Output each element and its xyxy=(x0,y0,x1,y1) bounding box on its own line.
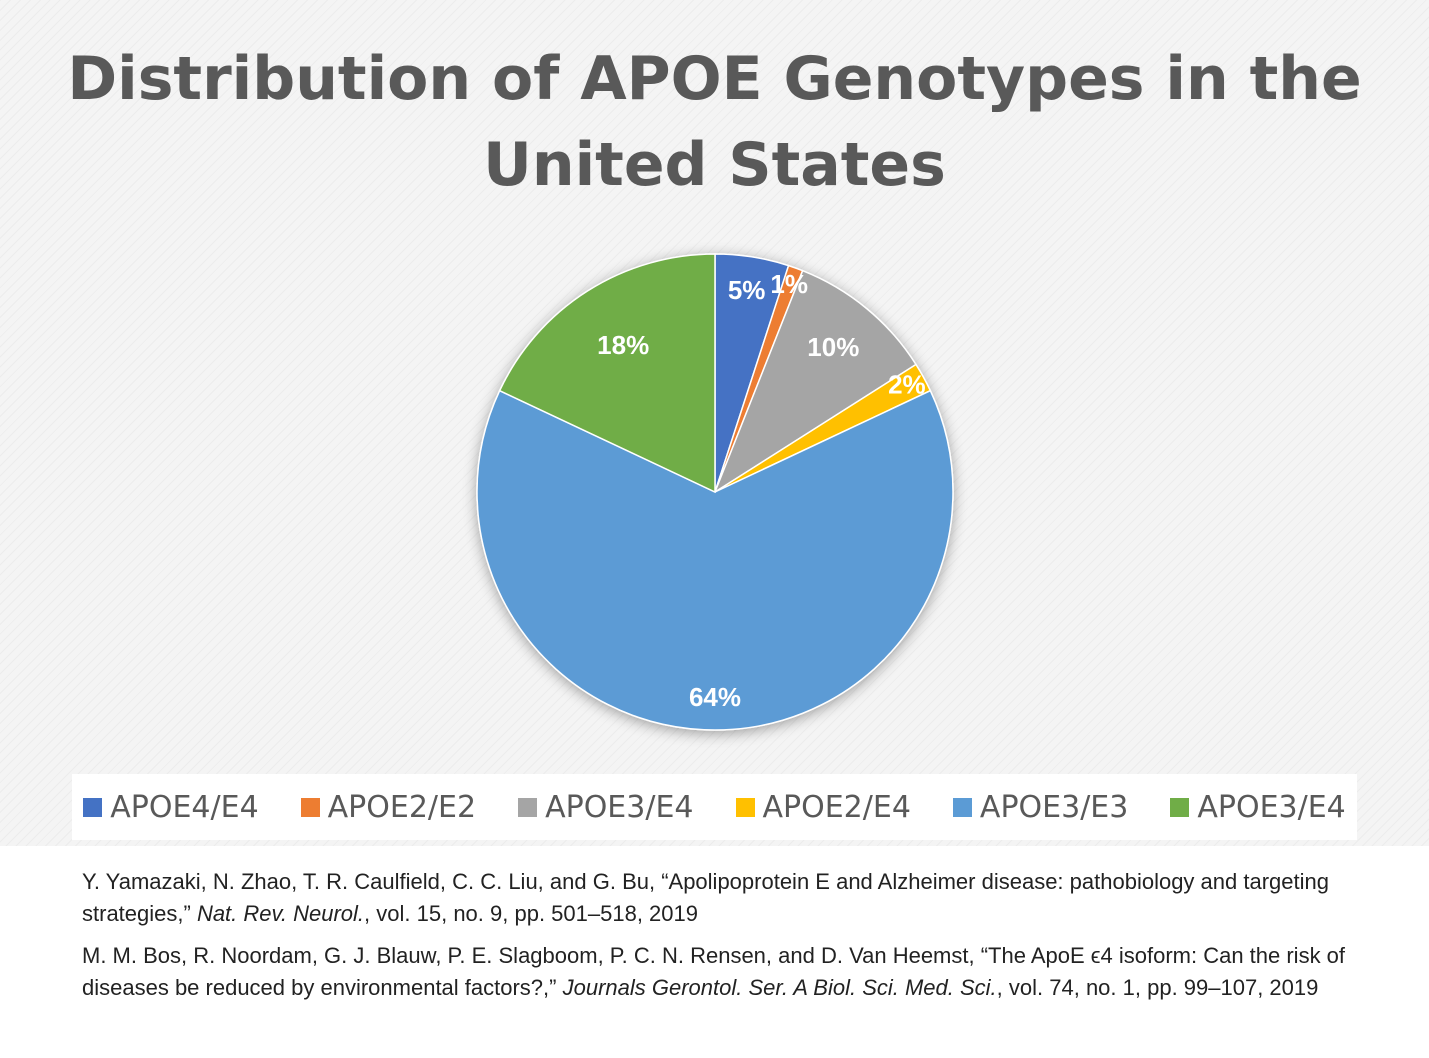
pie-chart: 5% 1% 10% 2% 64% 18% xyxy=(476,253,954,731)
reference-2: M. M. Bos, R. Noordam, G. J. Blauw, P. E… xyxy=(82,943,1346,1000)
pie-slice-6 xyxy=(498,253,716,494)
pie-slice-5 xyxy=(476,389,954,731)
data-label-3: 10% xyxy=(807,332,859,362)
legend-item-3: APOE3/E4 xyxy=(518,789,694,825)
legend-item-5: APOE3/E3 xyxy=(952,789,1129,825)
legend: APOE4/E4 APOE2/E2 APOE3/E4 APOE2/E4 APOE3/E3… xyxy=(72,774,1357,840)
legend-item-6: APOE3/E4 xyxy=(1170,789,1346,825)
legend-swatch xyxy=(83,797,103,817)
legend-label: APOE3/E4 xyxy=(1197,789,1346,825)
data-label-4: 2% xyxy=(888,369,926,399)
chart-area: Distribution of APOE Genotypes in the Un… xyxy=(0,0,1429,846)
data-label-1: 5% xyxy=(728,275,766,305)
reference-1: Y. Yamazaki, N. Zhao, T. R. Caulfield, C… xyxy=(82,869,1329,926)
legend-label: APOE2/E4 xyxy=(762,789,911,825)
chart-title: Distribution of APOE Genotypes in the Un… xyxy=(67,44,1362,200)
legend-item-4: APOE2/E4 xyxy=(735,789,911,825)
legend-swatch xyxy=(300,797,320,817)
legend-swatch xyxy=(1170,797,1190,817)
legend-label: APOE3/E3 xyxy=(979,789,1129,825)
legend-item-2: APOE2/E2 xyxy=(300,789,477,825)
data-label-5: 64% xyxy=(689,682,741,712)
legend-item-1: APOE4/E4 xyxy=(83,789,259,825)
legend-label: APOE2/E2 xyxy=(327,789,477,825)
references: Y. Yamazaki, N. Zhao, T. R. Caulfield, C… xyxy=(82,866,1382,1014)
pie-slice-3 xyxy=(713,269,917,494)
legend-swatch xyxy=(952,797,972,817)
legend-label: APOE3/E4 xyxy=(545,789,694,825)
data-label-2: 1% xyxy=(770,269,808,299)
legend-swatch xyxy=(735,797,755,817)
data-label-6: 18% xyxy=(597,330,649,360)
legend-swatch xyxy=(518,797,538,817)
legend-label: APOE4/E4 xyxy=(110,789,259,825)
